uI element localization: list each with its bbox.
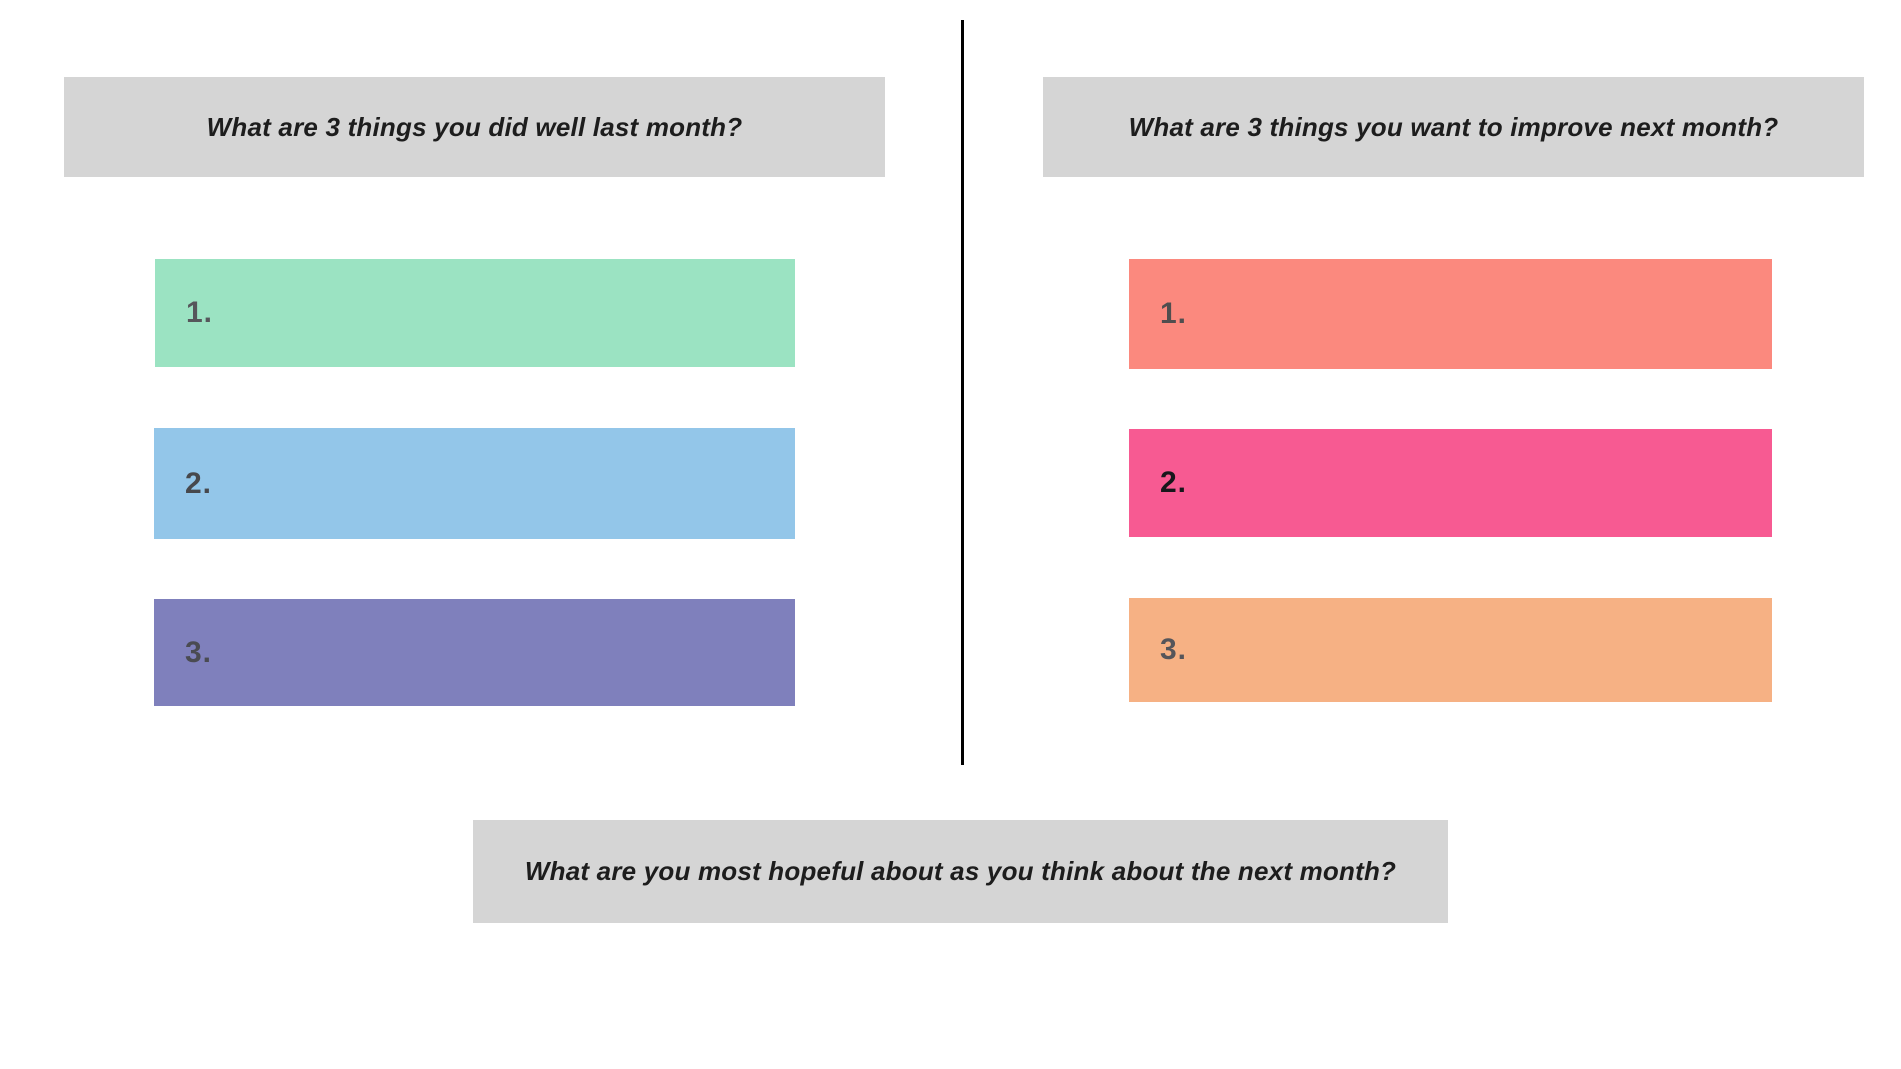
improve-item-2[interactable]: 2.	[1129, 429, 1772, 537]
did-well-item-1[interactable]: 1.	[155, 259, 795, 367]
did-well-header: What are 3 things you did well last mont…	[64, 77, 885, 177]
column-divider	[961, 20, 964, 765]
item-number-label: 3.	[185, 635, 213, 669]
item-number-label: 1.	[1160, 297, 1188, 330]
improve-item-1[interactable]: 1.	[1129, 259, 1772, 369]
item-number-label: 3.	[1160, 633, 1188, 666]
improve-item-3[interactable]: 3.	[1129, 598, 1772, 702]
hopeful-prompt: What are you most hopeful about as you t…	[473, 820, 1448, 923]
item-number-label: 1.	[186, 296, 214, 329]
improve-header: What are 3 things you want to improve ne…	[1043, 77, 1864, 177]
did-well-item-3[interactable]: 3.	[154, 599, 795, 706]
item-number-label: 2.	[1160, 466, 1188, 499]
did-well-item-2[interactable]: 2.	[154, 428, 795, 539]
item-number-label: 2.	[185, 466, 213, 500]
